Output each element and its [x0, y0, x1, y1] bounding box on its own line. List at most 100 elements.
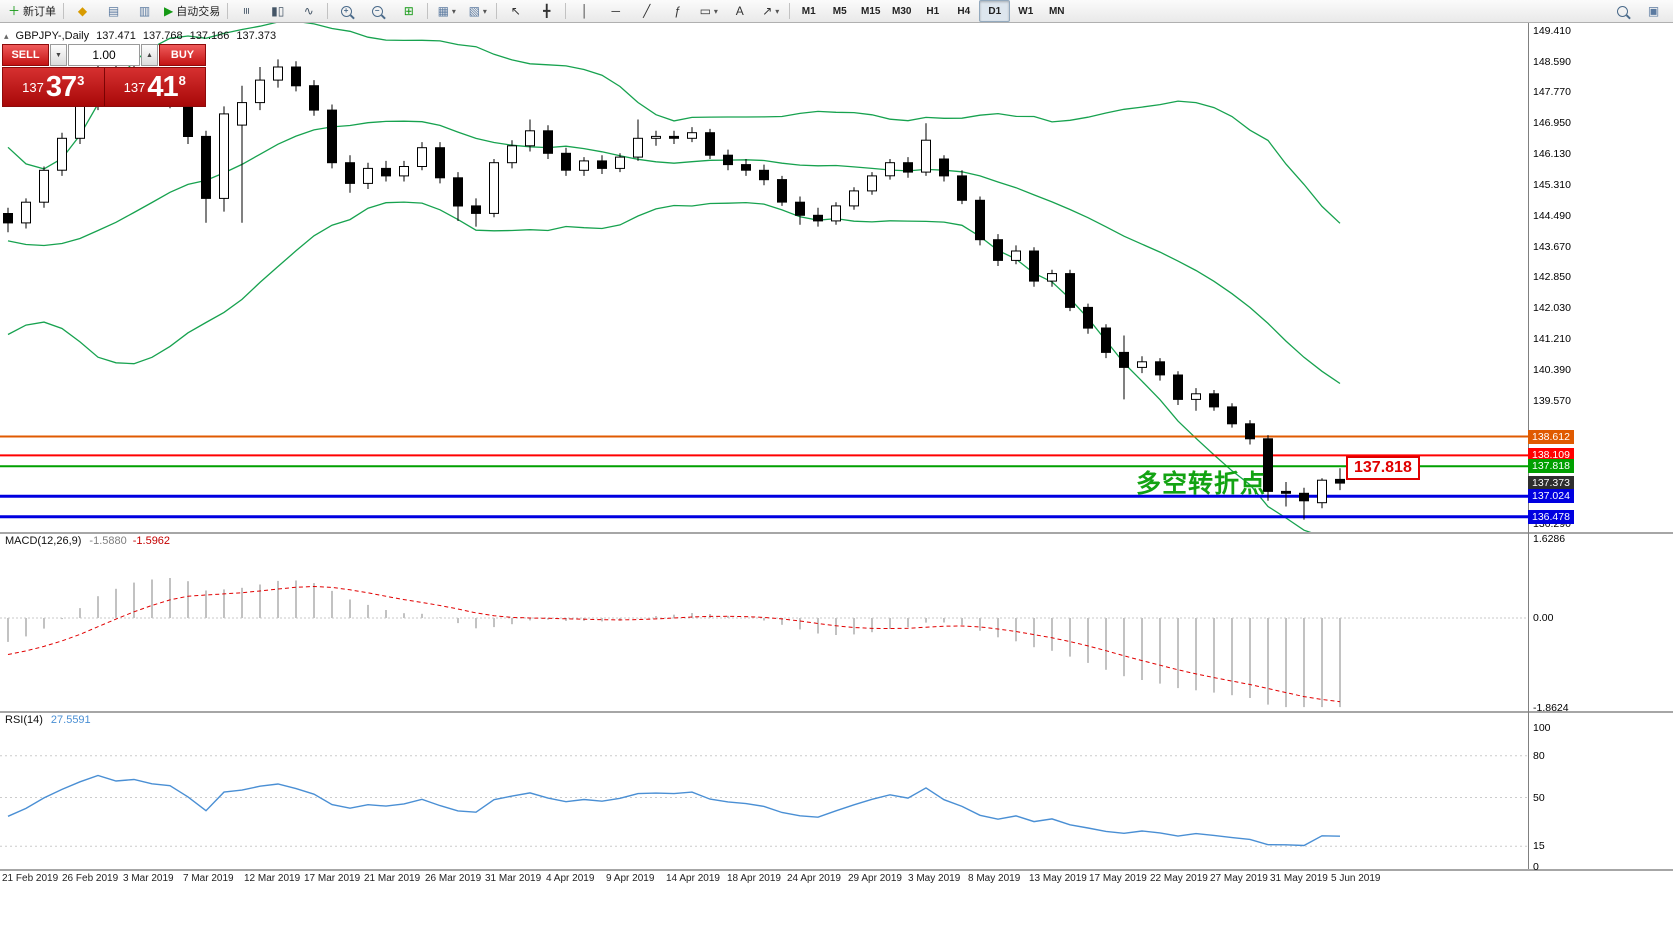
candle — [615, 156, 625, 169]
zoom-out-button[interactable]: − — [362, 0, 393, 22]
autotrade-button[interactable]: ▶ 自动交易 — [160, 0, 224, 22]
quick-panel-button[interactable]: ▣ — [1638, 0, 1669, 22]
price-tick-label: 145.310 — [1533, 179, 1571, 191]
fibonacci-button[interactable]: ƒ — [662, 0, 693, 22]
strategy-tester-button[interactable]: ⊞ — [393, 0, 424, 22]
text-button[interactable]: A — [724, 0, 755, 22]
market-watch-button[interactable]: ◆ — [67, 0, 98, 22]
profiles-button[interactable]: ▧ ▾ — [462, 0, 493, 22]
search-button[interactable] — [1607, 0, 1638, 22]
crosshair-button[interactable]: ╋ — [531, 0, 562, 22]
shapes-icon: ▭ — [699, 4, 711, 18]
sell-price-button[interactable]: 137 37 3 — [3, 68, 104, 106]
timeframe-M1-button[interactable]: M1 — [793, 0, 824, 22]
navigator-icon: ▥ — [138, 4, 151, 18]
date-tick-label: 13 May 2019 — [1029, 873, 1087, 884]
candle — [471, 205, 481, 214]
date-tick-label: 5 Jun 2019 — [1331, 873, 1381, 884]
new-order-icon: ＋ — [8, 4, 21, 18]
timeframe-D1-button[interactable]: D1 — [979, 0, 1011, 22]
candle — [219, 113, 229, 199]
sell-button[interactable]: SELL — [2, 44, 49, 66]
candle — [921, 139, 931, 173]
date-tick-label: 3 Mar 2019 — [123, 873, 174, 884]
candle — [435, 147, 445, 179]
shapes-button[interactable]: ▭ ▾ — [693, 0, 724, 22]
candle — [651, 135, 661, 139]
candle — [39, 169, 49, 203]
horizontal-line-button[interactable]: ─ — [600, 0, 631, 22]
date-tick-label: 18 Apr 2019 — [727, 873, 781, 884]
chart-workspace[interactable]: 149.410 148.590 147.770 146.950 146.130 145.3… — [0, 23, 1673, 945]
toolbar-separator — [496, 3, 498, 19]
buy-button[interactable]: BUY — [159, 44, 206, 66]
quick-panel-icon: ▣ — [1647, 4, 1660, 18]
button-label: 自动交易 — [176, 6, 221, 18]
button-label: D1 — [988, 5, 1002, 17]
volume-input[interactable] — [68, 44, 140, 66]
arrows-button[interactable]: ↗ ▾ — [755, 0, 786, 22]
vertical-line-button[interactable]: │ — [569, 0, 600, 22]
candle — [1227, 406, 1237, 425]
data-window-button[interactable]: ▤ — [98, 0, 129, 22]
timeframe-H1-button[interactable]: H1 — [917, 0, 948, 22]
toolbar-separator — [789, 3, 791, 19]
date-tick-label: 7 Mar 2019 — [183, 873, 234, 884]
zoom-in-button[interactable]: + — [331, 0, 362, 22]
candles-chart-icon: ▮▯ — [271, 4, 285, 18]
date-tick-label: 31 May 2019 — [1270, 873, 1328, 884]
chart-annotation[interactable]: 多空转折点 — [1136, 470, 1267, 498]
time-axis[interactable]: 21 Feb 2019 26 Feb 2019 3 Mar 2019 7 Mar 20… — [0, 869, 1528, 887]
price-axis[interactable]: 149.410 148.590 147.770 146.950 146.130 145.3… — [1528, 23, 1673, 887]
timeframe-H4-button[interactable]: H4 — [948, 0, 979, 22]
candle — [705, 132, 715, 156]
price-marker-box: 138.109 — [1528, 448, 1574, 462]
volume-down-button[interactable]: ▼ — [50, 44, 67, 66]
chart-line-button[interactable]: ∿ — [293, 0, 324, 22]
volume-up-button[interactable]: ▲ — [141, 44, 158, 66]
rsi-tick-label: 80 — [1533, 750, 1545, 762]
timeframe-W1-button[interactable]: W1 — [1010, 0, 1041, 22]
chart-candles-button[interactable]: ▮▯ — [262, 0, 293, 22]
fibo-icon: ƒ — [674, 4, 682, 18]
timeframe-M5-button[interactable]: M5 — [824, 0, 855, 22]
price-tick-label: 148.590 — [1533, 56, 1571, 68]
bars-chart-icon: ≡ — [239, 7, 254, 15]
chart-bars-button[interactable]: ≡ — [231, 0, 262, 22]
candle — [453, 177, 463, 207]
rsi-panel-canvas — [0, 755, 1528, 847]
button-label: M5 — [832, 5, 847, 17]
timeframe-M30-button[interactable]: M30 — [886, 0, 917, 22]
timeframe-M15-button[interactable]: M15 — [855, 0, 886, 22]
candle — [1281, 490, 1291, 494]
navigator-button[interactable]: ▥ — [129, 0, 160, 22]
collapse-panel-icon[interactable]: ▴ — [4, 30, 9, 41]
new-order-button[interactable]: ＋新订单 — [4, 0, 60, 22]
date-tick-label: 21 Mar 2019 — [364, 873, 421, 884]
buy-price-button[interactable]: 137 41 8 — [103, 68, 206, 106]
panel-splitter-rsi[interactable] — [0, 711, 1673, 713]
macd-panel-canvas — [0, 578, 1528, 708]
cursor-button[interactable]: ↖ — [500, 0, 531, 22]
timeframe-MN-button[interactable]: MN — [1041, 0, 1072, 22]
panel-splitter-macd[interactable] — [0, 532, 1673, 534]
date-tick-label: 22 May 2019 — [1150, 873, 1208, 884]
price-tick-label: 146.130 — [1533, 148, 1571, 160]
date-tick-label: 27 May 2019 — [1210, 873, 1268, 884]
button-label: M30 — [892, 5, 912, 17]
new-chart-button[interactable]: ▦ ▾ — [431, 0, 462, 22]
candle — [291, 66, 301, 87]
candle — [273, 66, 283, 81]
candle — [1083, 306, 1093, 329]
zoom-out-icon: − — [372, 5, 384, 17]
trendline-button[interactable]: ╱ — [631, 0, 662, 22]
price-callout-label[interactable]: 137.818 — [1346, 456, 1420, 480]
panel-splitter-dates[interactable] — [0, 869, 1673, 871]
candle — [1263, 438, 1273, 492]
tester-icon: ⊞ — [403, 4, 414, 18]
candle — [381, 167, 391, 177]
data-window-icon: ▤ — [107, 4, 120, 18]
date-tick-label: 21 Feb 2019 — [2, 873, 59, 884]
date-tick-label: 4 Apr 2019 — [546, 873, 595, 884]
price-tick-label: 147.770 — [1533, 86, 1571, 98]
